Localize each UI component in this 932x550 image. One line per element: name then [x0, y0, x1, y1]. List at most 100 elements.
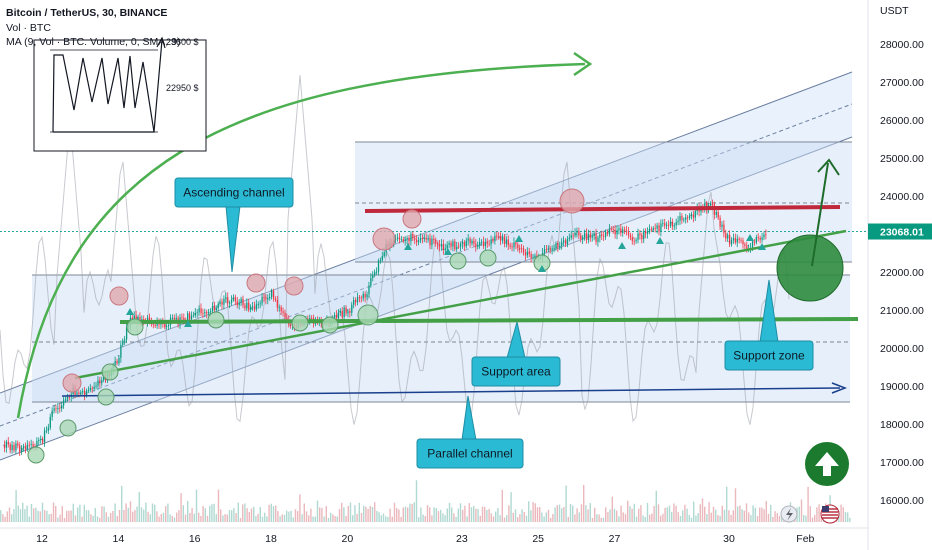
volume-bar: [96, 516, 99, 522]
volume-bar: [325, 506, 327, 522]
volume-bar: [220, 509, 222, 522]
candle-body: [240, 298, 242, 303]
volume-bar: [422, 514, 424, 522]
volume-bar: [622, 512, 624, 522]
candle-body: [133, 315, 135, 320]
candle-body: [715, 212, 717, 215]
volume-bar: [475, 508, 477, 522]
volume-bar: [336, 516, 338, 522]
candle-body: [137, 316, 139, 320]
support-area-callout-box: [471, 356, 561, 387]
candle-body: [416, 239, 418, 243]
volume-bar: [145, 502, 147, 522]
candle-body: [757, 237, 759, 238]
volume-bar: [13, 509, 15, 522]
candle-body: [469, 238, 471, 244]
volume-bar: [646, 502, 649, 522]
candle-body: [463, 242, 466, 247]
current-price-box: [868, 223, 932, 240]
candle-body: [507, 239, 509, 246]
candle-body: [311, 318, 313, 319]
volume-bar: [72, 503, 74, 522]
volume-bar: [532, 502, 534, 522]
volume-bar: [226, 514, 228, 522]
candle-body: [498, 235, 500, 237]
volume-bar: [701, 498, 704, 522]
volume-bar: [143, 509, 145, 522]
volume-bar: [574, 514, 576, 522]
price-point: [60, 406, 62, 408]
candle-body: [711, 203, 714, 205]
candle-body: [585, 233, 588, 240]
candle-body: [534, 255, 536, 257]
resistance-touch: [109, 286, 129, 306]
volume-bar: [499, 515, 501, 522]
volume-bar: [662, 513, 664, 522]
signal-triangle: [758, 243, 766, 250]
candle-body: [627, 231, 630, 236]
candle-body: [643, 231, 645, 240]
blue-arrow-line: [61, 387, 841, 397]
candle-body: [729, 234, 731, 245]
volume-bar: [842, 507, 844, 522]
candle-body: [175, 317, 177, 320]
volume-bar: [376, 510, 378, 522]
price-point: [709, 203, 711, 205]
support-touch: [101, 363, 119, 381]
volume-bar: [290, 510, 292, 522]
candle-body: [459, 243, 462, 247]
volume-bar: [609, 509, 611, 522]
volume-bar: [523, 512, 525, 522]
candle-body: [515, 242, 517, 245]
candle-body: [250, 306, 252, 310]
candle-body: [211, 306, 214, 312]
candle-body: [574, 232, 576, 236]
price-axis-unit: USDT: [880, 5, 909, 17]
volume-bar: [699, 504, 701, 522]
volume-bar: [255, 516, 257, 522]
candle-body: [431, 238, 433, 246]
volume-bar: [693, 501, 695, 522]
volume-bar: [453, 513, 455, 522]
volume-bar: [140, 507, 143, 522]
candle-body: [284, 312, 286, 318]
volume-bar: [15, 490, 17, 522]
candle-body: [82, 391, 84, 393]
volume-bar: [660, 515, 662, 522]
volume-bar: [33, 508, 35, 522]
volume-bar: [162, 512, 165, 522]
volume-bar: [503, 517, 506, 522]
volume-bar: [114, 503, 116, 522]
candle-body: [652, 228, 654, 230]
candle-body: [379, 260, 382, 261]
volume-bar: [105, 512, 107, 522]
candle-body: [692, 214, 695, 218]
candle-body: [645, 231, 647, 234]
volume-bar: [730, 514, 732, 522]
candle-body: [227, 297, 229, 304]
candle-body: [290, 324, 292, 326]
volume-bar: [354, 505, 356, 522]
x-tick-label: 18: [265, 533, 277, 545]
volume-bar: [209, 505, 211, 522]
volume-bar: [79, 504, 81, 522]
candle-body: [618, 228, 620, 231]
support-touch: [27, 446, 45, 464]
volume-bar: [666, 507, 668, 522]
volume-bar: [763, 509, 765, 522]
volume-bar: [215, 514, 217, 522]
volume-bar: [138, 492, 140, 522]
candle-body: [519, 248, 521, 249]
candle-body: [437, 243, 439, 245]
volume-bar: [341, 502, 343, 522]
volume-bar: [281, 514, 283, 522]
candle-body: [480, 241, 483, 243]
candle-body: [42, 439, 44, 443]
volume-bar: [103, 506, 105, 522]
candle-body: [412, 233, 414, 239]
volume-bar: [530, 510, 532, 522]
x-tick-label: 25: [532, 533, 544, 545]
inset-box: [33, 39, 207, 152]
candle-body: [679, 215, 681, 221]
